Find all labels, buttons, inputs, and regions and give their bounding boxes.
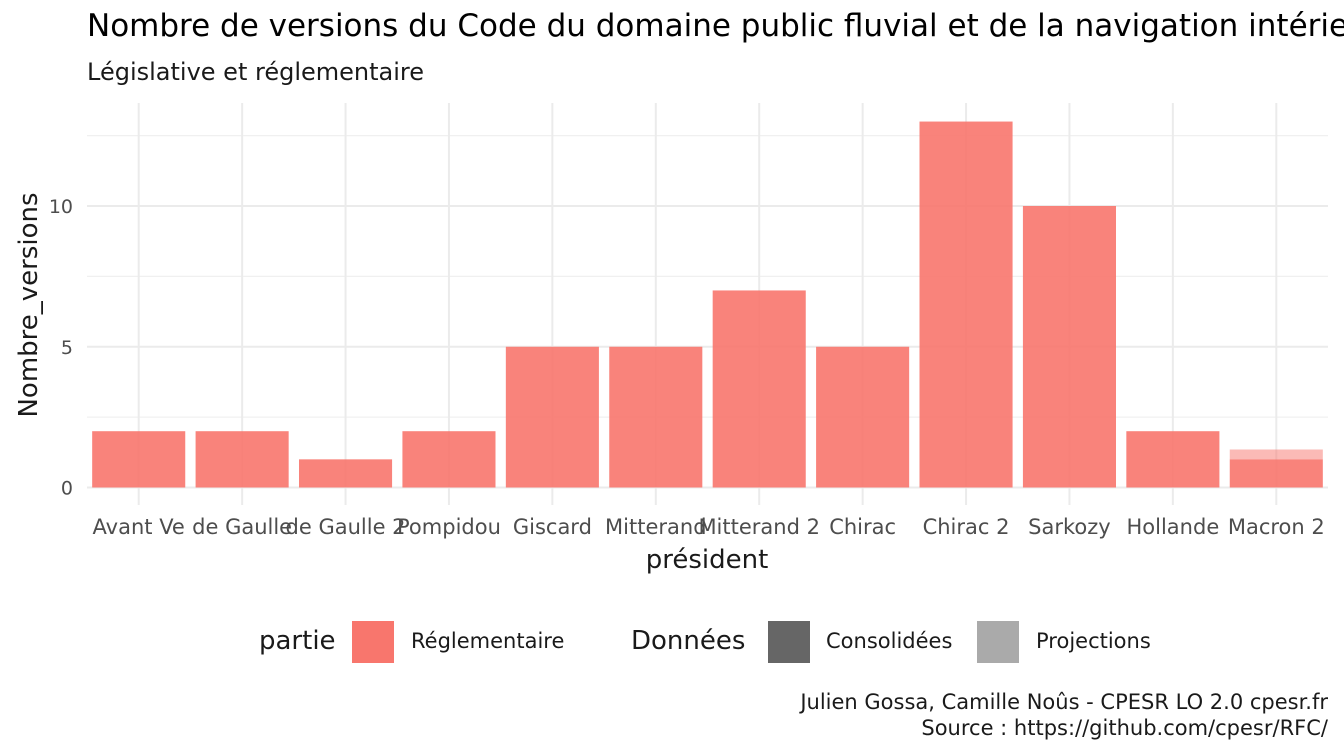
bar-chirac xyxy=(816,346,910,488)
x-tick-label: Chirac 2 xyxy=(923,515,1010,539)
bar-sarkozy xyxy=(1022,206,1116,488)
legend-label-consolidees: Consolidées xyxy=(826,629,953,653)
x-tick-label: de Gaulle 2 xyxy=(286,515,406,539)
caption-source: Source : https://github.com/cpesr/RFC/ xyxy=(921,716,1328,740)
legend-title-donnees: Données xyxy=(631,626,746,656)
y-axis-label: Nombre_versions xyxy=(14,192,44,417)
bar-avant-ve xyxy=(92,431,186,488)
x-axis-label: président xyxy=(646,545,769,575)
y-tick-label: 10 xyxy=(49,196,73,218)
bar-projection-macron-2 xyxy=(1229,449,1323,460)
legend-key-consolidees xyxy=(768,621,810,663)
bar-hollande xyxy=(1126,431,1220,488)
bar-giscard xyxy=(505,346,599,488)
caption: Julien Gossa, Camille Noûs - CPESR LO 2.… xyxy=(800,689,1328,741)
bar-macron-2 xyxy=(1229,459,1323,488)
bar-de-gaulle-2 xyxy=(299,459,393,488)
x-tick-label: Avant Ve xyxy=(93,515,185,539)
x-tick-label: Hollande xyxy=(1127,515,1220,539)
legend-key-projections xyxy=(977,621,1019,663)
legend-label-projections: Projections xyxy=(1036,629,1151,653)
legend: partie Réglementaire Données Consolidées… xyxy=(0,620,1344,664)
x-tick-label: Mitterand 2 xyxy=(698,515,820,539)
bar-mitterand xyxy=(609,346,703,488)
y-tick-labels: 0 5 10 xyxy=(49,196,73,500)
grid-minor xyxy=(87,135,1328,418)
x-tick-label: Macron 2 xyxy=(1228,515,1325,539)
legend-title-partie: partie xyxy=(259,626,336,656)
caption-author: Julien Gossa, Camille Noûs - CPESR LO 2.… xyxy=(800,690,1328,714)
y-tick-label: 0 xyxy=(61,478,73,500)
bar-de-gaulle xyxy=(195,431,289,488)
x-tick-label: Mitterand xyxy=(605,515,706,539)
chart-title: Nombre de versions du Code du domaine pu… xyxy=(87,8,1344,44)
x-tick-label: Giscard xyxy=(513,515,592,539)
bar-mitterand-2 xyxy=(712,290,806,488)
x-tick-label: Pompidou xyxy=(397,515,501,539)
x-tick-label: de Gaulle xyxy=(192,515,292,539)
legend-label-reglementaire: Réglementaire xyxy=(411,629,565,653)
x-tick-label: Sarkozy xyxy=(1028,515,1111,539)
chart-subtitle: Législative et réglementaire xyxy=(87,58,424,86)
bars xyxy=(92,121,1323,488)
bar-pompidou xyxy=(402,431,496,488)
bar-chirac-2 xyxy=(919,121,1013,488)
y-tick-label: 5 xyxy=(61,337,73,359)
x-tick-label: Chirac xyxy=(829,515,896,539)
legend-key-reglementaire xyxy=(352,621,394,663)
